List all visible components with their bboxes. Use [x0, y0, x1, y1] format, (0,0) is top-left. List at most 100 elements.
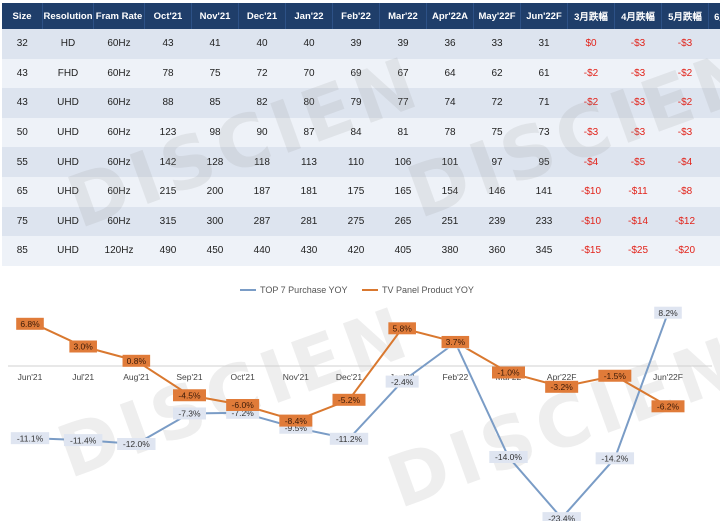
- table-cell: 281: [286, 207, 333, 237]
- table-cell: -$10: [568, 177, 615, 207]
- table-cell: 82: [239, 88, 286, 118]
- table-cell: 123: [145, 118, 192, 148]
- table-cell: 450: [192, 236, 239, 266]
- table-cell: 60Hz: [94, 88, 145, 118]
- table-cell: 142: [145, 147, 192, 177]
- table-cell: -$4: [662, 147, 709, 177]
- table-cell: -$4: [568, 147, 615, 177]
- table-cell: -$3: [662, 118, 709, 148]
- x-tick-label: Jul'21: [72, 372, 94, 382]
- table-cell: 106: [380, 147, 427, 177]
- table-cell: 84: [333, 118, 380, 148]
- table-cell: 287: [239, 207, 286, 237]
- table-cell: -$15: [568, 236, 615, 266]
- table-cell: -$2: [709, 118, 720, 148]
- table-cell: 80: [286, 88, 333, 118]
- table-cell: 98: [192, 118, 239, 148]
- table-cell: -$20: [662, 236, 709, 266]
- table-cell: 233: [521, 207, 568, 237]
- x-tick-label: Oct'21: [231, 372, 256, 382]
- table-cell: 380: [427, 236, 474, 266]
- table-cell: 405: [380, 236, 427, 266]
- data-label: 3.7%: [446, 337, 466, 347]
- table-cell: -$10: [568, 207, 615, 237]
- table-cell: 69: [333, 59, 380, 89]
- table-cell: 113: [286, 147, 333, 177]
- col-header: Jan'22: [286, 3, 333, 29]
- col-header: Size: [2, 3, 43, 29]
- table-cell: 50: [2, 118, 43, 148]
- table-cell: 239: [474, 207, 521, 237]
- table-cell: UHD: [43, 177, 94, 207]
- data-label: 8.2%: [658, 308, 678, 318]
- table-cell: 75: [2, 207, 43, 237]
- x-tick-label: Dec'21: [336, 372, 362, 382]
- table-cell: 315: [145, 207, 192, 237]
- table-cell: 265: [380, 207, 427, 237]
- data-label: -1.5%: [604, 371, 627, 381]
- x-tick-label: Jun'22F: [653, 372, 683, 382]
- x-tick-label: Nov'21: [283, 372, 309, 382]
- table-cell: 200: [192, 177, 239, 207]
- table-cell: 490: [145, 236, 192, 266]
- table-cell: 43: [2, 88, 43, 118]
- table-cell: 75: [474, 118, 521, 148]
- col-header: Oct'21: [145, 3, 192, 29]
- legend-label: TOP 7 Purchase YOY: [260, 285, 348, 295]
- table-cell: 141: [521, 177, 568, 207]
- table-cell: -$2: [662, 59, 709, 89]
- col-header: Nov'21: [192, 3, 239, 29]
- table-cell: -$2: [662, 88, 709, 118]
- table-cell: 146: [474, 177, 521, 207]
- table-cell: 154: [427, 177, 474, 207]
- data-label: -5.2%: [338, 395, 361, 405]
- table-cell: 81: [380, 118, 427, 148]
- table-cell: -$3: [615, 29, 662, 59]
- data-label: -11.4%: [70, 435, 97, 445]
- table-cell: -$3: [568, 118, 615, 148]
- table-cell: 32: [2, 29, 43, 59]
- table-cell: 175: [333, 177, 380, 207]
- table-cell: 275: [333, 207, 380, 237]
- table-cell: 120Hz: [94, 236, 145, 266]
- table-cell: 101: [427, 147, 474, 177]
- data-label: 3.0%: [73, 342, 93, 352]
- data-label: -14.0%: [495, 452, 522, 462]
- data-label: 6.8%: [20, 319, 40, 329]
- table-cell: -$2: [568, 59, 615, 89]
- table-cell: FHD: [43, 59, 94, 89]
- table-cell: -$14: [615, 207, 662, 237]
- table-cell: 97: [474, 147, 521, 177]
- table-cell: 88: [145, 88, 192, 118]
- table-cell: 60Hz: [94, 59, 145, 89]
- data-label: 5.8%: [392, 324, 412, 334]
- col-header: Mar'22: [380, 3, 427, 29]
- table-cell: UHD: [43, 88, 94, 118]
- table-cell: -$12: [662, 207, 709, 237]
- table-cell: -$3: [615, 88, 662, 118]
- table-cell: -$25: [615, 236, 662, 266]
- table-cell: 70: [286, 59, 333, 89]
- table-cell: 43: [2, 59, 43, 89]
- series-lines: [30, 313, 668, 518]
- table-cell: -$5: [709, 177, 720, 207]
- table-cell: 33: [474, 29, 521, 59]
- col-header: 3月跌幅: [568, 3, 615, 29]
- table-cell: 90: [239, 118, 286, 148]
- table-cell: HD: [43, 29, 94, 59]
- table-cell: 440: [239, 236, 286, 266]
- table-cell: 39: [333, 29, 380, 59]
- table-cell: 95: [521, 147, 568, 177]
- table-cell: 79: [333, 88, 380, 118]
- table-cell: -$3: [615, 59, 662, 89]
- table-cell: -$1: [709, 88, 720, 118]
- col-header: 4月跌幅: [615, 3, 662, 29]
- table-cell: 64: [427, 59, 474, 89]
- col-header: Jun'22F: [521, 3, 568, 29]
